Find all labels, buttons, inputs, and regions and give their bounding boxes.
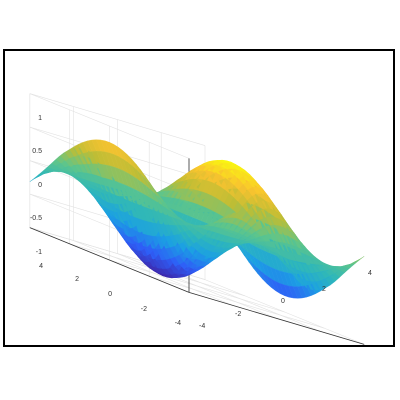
z-tick-label: -1 <box>36 249 42 256</box>
grid-line <box>29 93 206 146</box>
z-tick-label: 1 <box>38 115 42 122</box>
x-tick-label: -4 <box>199 323 205 330</box>
z-tick-label: -0.5 <box>30 215 42 222</box>
x-tick-label: 4 <box>368 270 372 277</box>
x-axis-line <box>188 292 365 345</box>
surface-patch <box>354 256 365 262</box>
y-tick-label: 0 <box>108 291 112 298</box>
y-axis-line <box>29 227 190 293</box>
grid-line <box>149 275 325 329</box>
grid-line <box>109 259 285 313</box>
x-tick-label: -2 <box>235 311 241 318</box>
x-tick-label: 0 <box>281 298 285 305</box>
z-tick-label: 0.5 <box>32 148 42 155</box>
x-tick-label: 2 <box>322 286 326 293</box>
y-tick-label: -4 <box>175 320 181 327</box>
y-tick-label: 4 <box>39 263 43 270</box>
y-tick-label: -2 <box>141 306 147 313</box>
surface-mesh <box>29 139 365 299</box>
y-tick-label: 2 <box>75 276 79 283</box>
grid-line <box>29 93 190 159</box>
z-tick-label: 0 <box>38 182 42 189</box>
